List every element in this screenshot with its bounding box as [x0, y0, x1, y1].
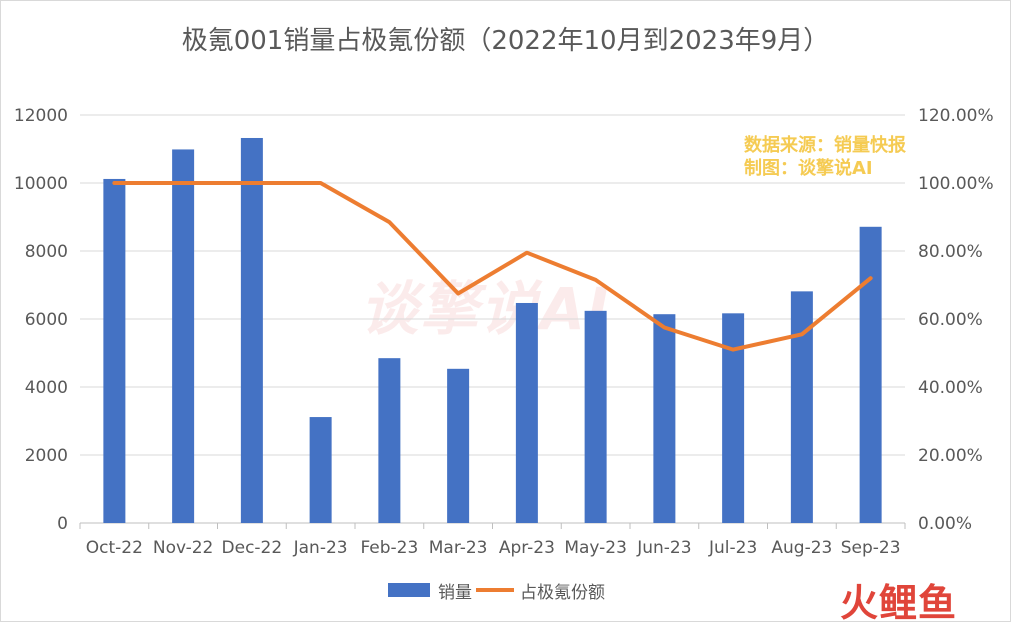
y-right-tick-label: 40.00%: [918, 378, 983, 398]
y-left-tick-label: 2000: [25, 446, 68, 466]
y-right-tick-label: 100.00%: [918, 174, 994, 194]
bar: [310, 417, 332, 523]
brand-watermark: 火鲤鱼: [840, 572, 957, 627]
bar: [378, 358, 400, 523]
y-right-tick-label: 60.00%: [918, 310, 983, 330]
x-tick-label: Mar-23: [429, 538, 488, 558]
x-tick-label: Jun-23: [636, 538, 691, 558]
y-left-tick-label: 10000: [14, 174, 68, 194]
x-tick-label: Nov-22: [153, 538, 214, 558]
y-left-tick-label: 6000: [25, 310, 68, 330]
bar: [653, 314, 675, 523]
x-tick-label: Sep-23: [841, 538, 901, 558]
bar: [103, 179, 125, 523]
legend-line-label: 占极氪份额: [520, 578, 605, 603]
legend-line-swatch: [476, 588, 514, 592]
x-tick-label: Oct-22: [86, 538, 143, 558]
bar: [241, 138, 263, 523]
x-tick-label: Dec-22: [222, 538, 283, 558]
legend: 销量 占极氪份额: [388, 578, 605, 602]
bar: [516, 303, 538, 523]
legend-bar-swatch: [388, 583, 430, 597]
y-right-tick-label: 120.00%: [918, 106, 994, 126]
y-left-tick-label: 8000: [25, 242, 68, 262]
bar: [860, 227, 882, 523]
x-tick-label: Apr-23: [499, 538, 555, 558]
bar: [722, 313, 744, 523]
legend-bar-label: 销量: [438, 578, 472, 603]
source-note: 数据来源：销量快报 制图：谈擎说AI: [744, 134, 906, 180]
y-left-tick-label: 0: [57, 514, 68, 534]
bar: [172, 149, 194, 523]
y-right-tick-label: 80.00%: [918, 242, 983, 262]
x-tick-label: Jan-23: [293, 538, 348, 558]
bar: [585, 311, 607, 523]
share-line: [114, 183, 870, 350]
y-left-tick-label: 12000: [14, 106, 68, 126]
source-line: 数据来源：销量快报: [744, 134, 906, 157]
x-tick-label: Feb-23: [360, 538, 418, 558]
y-right-tick-label: 0.00%: [918, 514, 972, 534]
y-right-tick-label: 20.00%: [918, 446, 983, 466]
x-tick-label: Jul-23: [708, 538, 757, 558]
x-tick-label: May-23: [564, 538, 627, 558]
author-line: 制图：谈擎说AI: [744, 157, 906, 180]
bar: [447, 369, 469, 523]
x-tick-label: Aug-23: [771, 538, 832, 558]
y-left-tick-label: 4000: [25, 378, 68, 398]
